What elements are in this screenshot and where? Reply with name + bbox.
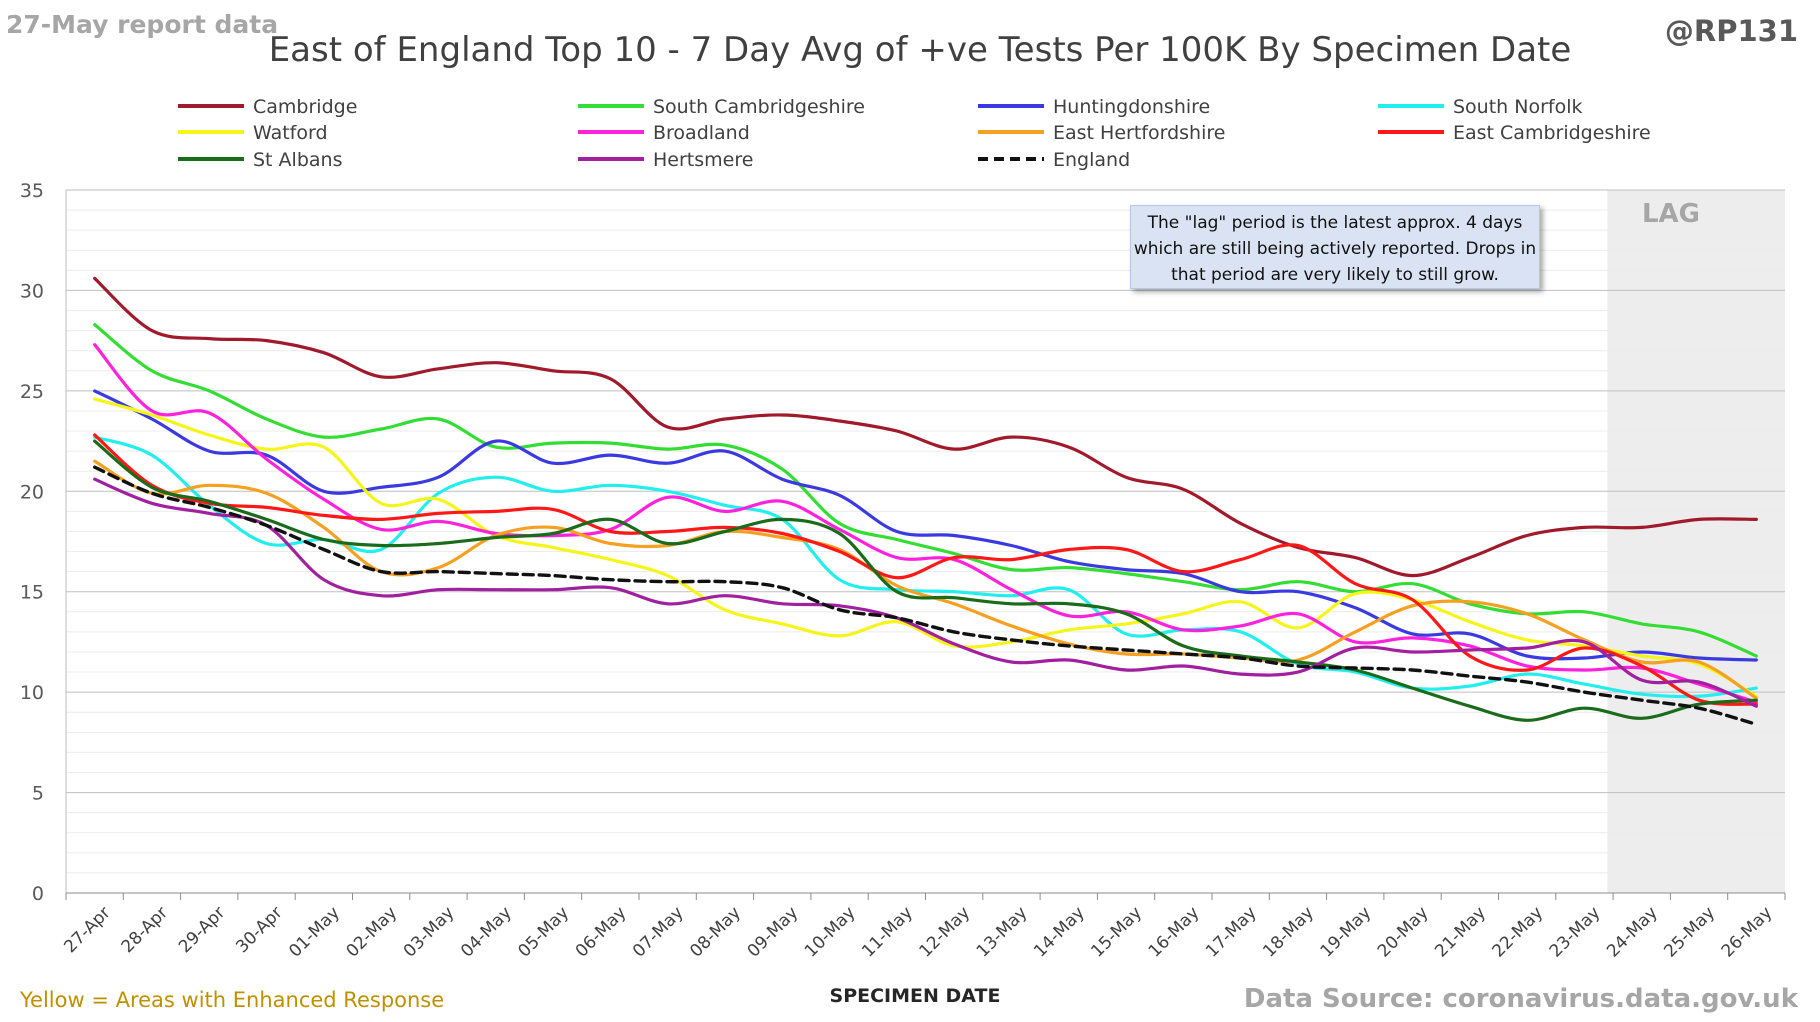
x-tick-label: 21-May <box>1431 903 1490 962</box>
x-tick-label: 20-May <box>1374 903 1433 962</box>
series-line-st-albans <box>93 439 1758 722</box>
legend-label: East Hertfordshire <box>1053 122 1225 144</box>
legend-label: Huntingdonshire <box>1053 96 1210 118</box>
x-tick-label: 18-May <box>1259 903 1318 962</box>
legend-label: England <box>1053 149 1130 171</box>
x-tick-label: 10-May <box>801 903 860 962</box>
x-tick-label: 07-May <box>629 903 688 962</box>
report-date-label: 27-May report data <box>6 10 279 39</box>
axes: 0 5 10 15 20 25 30 35 27-Apr 28-Apr 29-Apr 30-Apr01… <box>20 180 1786 962</box>
x-tick-label: 19-May <box>1317 903 1376 962</box>
legend-label: Watford <box>253 122 328 144</box>
x-tick-label: 13-May <box>973 903 1032 962</box>
x-tick-label: 11-May <box>858 903 917 962</box>
series-line-broadland <box>93 343 1758 704</box>
series-line-east-cambridgeshire <box>93 433 1758 706</box>
x-tick-label: 09-May <box>744 903 803 962</box>
legend-item-hertsmere: Hertsmere <box>578 149 753 171</box>
lag-region <box>1607 190 1785 893</box>
y-tick-label: 30 <box>20 280 44 302</box>
legend-item-england: England <box>978 149 1130 171</box>
legend-item-east-cambridgeshire: East Cambridgeshire <box>1378 122 1651 144</box>
chart-title: East of England Top 10 - 7 Day Avg of +v… <box>269 30 1572 70</box>
x-tick-label: 06-May <box>572 903 631 962</box>
x-tick-label: 16-May <box>1145 903 1204 962</box>
series-line-hertsmere <box>93 477 1758 708</box>
lag-shading <box>1607 190 1785 893</box>
series-line-east-hertfordshire <box>93 459 1758 700</box>
series-line-cambridge <box>93 276 1758 578</box>
x-tick-label: 05-May <box>514 903 573 962</box>
x-tick-label: 08-May <box>686 903 745 962</box>
legend-label: St Albans <box>253 149 342 171</box>
gridlines <box>66 189 1785 894</box>
x-tick-label: 02-May <box>343 903 402 962</box>
legend-label: South Norfolk <box>1453 96 1583 118</box>
x-tick-label: 12-May <box>916 903 975 962</box>
y-tick-label: 15 <box>20 582 44 604</box>
lag-label: LAG <box>1642 199 1700 229</box>
x-tick-label: 25-May <box>1660 903 1719 962</box>
legend-item-huntingdonshire: Huntingdonshire <box>978 96 1210 118</box>
legend-item-broadland: Broadland <box>578 122 750 144</box>
x-tick-label: 04-May <box>457 903 516 962</box>
legend-label: Broadland <box>653 122 750 144</box>
x-tick-label: 15-May <box>1087 903 1146 962</box>
x-tick-label: 27-Apr <box>60 903 114 957</box>
y-tick-label: 25 <box>20 381 44 403</box>
series-lines <box>93 276 1758 726</box>
legend-label: Hertsmere <box>653 149 753 171</box>
series-line-south-cambridgeshire <box>93 323 1758 658</box>
series-line-watford <box>93 397 1758 698</box>
series-line-huntingdonshire <box>93 389 1758 662</box>
x-tick-label: 28-Apr <box>118 903 172 957</box>
x-tick-label: 26-May <box>1718 903 1777 962</box>
x-tick-label: 23-May <box>1546 903 1605 962</box>
y-tick-label: 5 <box>32 783 44 805</box>
enhanced-response-note: Yellow = Areas with Enhanced Response <box>20 988 445 1012</box>
x-tick-label: 01-May <box>285 903 344 962</box>
x-tick-label: 30-Apr <box>232 903 286 957</box>
x-tick-label: 29-Apr <box>175 903 229 957</box>
x-axis-label: SPECIMEN DATE <box>830 985 1001 1007</box>
legend-label: South Cambridgeshire <box>653 96 865 118</box>
legend-item-st-albans: St Albans <box>178 149 342 171</box>
legend-label: Cambridge <box>253 96 357 118</box>
lag-annotation-box: The "lag" period is the latest approx. 4… <box>1130 205 1540 289</box>
y-tick-label: 20 <box>20 481 44 503</box>
author-handle: @RP131 <box>1664 14 1798 48</box>
legend-label: East Cambridgeshire <box>1453 122 1651 144</box>
series-line-england <box>93 465 1758 726</box>
legend-item-east-hertfordshire: East Hertfordshire <box>978 122 1225 144</box>
legend: Cambridge South Cambridgeshire Huntingdons… <box>178 96 1651 171</box>
y-tick-label: 0 <box>32 883 44 905</box>
legend-item-cambridge: Cambridge <box>178 96 357 118</box>
legend-item-south-cambridgeshire: South Cambridgeshire <box>578 96 865 118</box>
series-line-south-norfolk <box>93 435 1758 699</box>
y-tick-label: 10 <box>20 682 44 704</box>
y-tick-label: 35 <box>20 180 44 202</box>
x-tick-label: 17-May <box>1202 903 1261 962</box>
x-tick-label: 24-May <box>1603 903 1662 962</box>
legend-item-south-norfolk: South Norfolk <box>1378 96 1583 118</box>
legend-item-watford: Watford <box>178 122 328 144</box>
x-tick-label: 22-May <box>1489 903 1548 962</box>
x-tick-label: 03-May <box>400 903 459 962</box>
x-tick-label: 14-May <box>1030 903 1089 962</box>
data-source: Data Source: coronavirus.data.gov.uk <box>1243 984 1798 1014</box>
